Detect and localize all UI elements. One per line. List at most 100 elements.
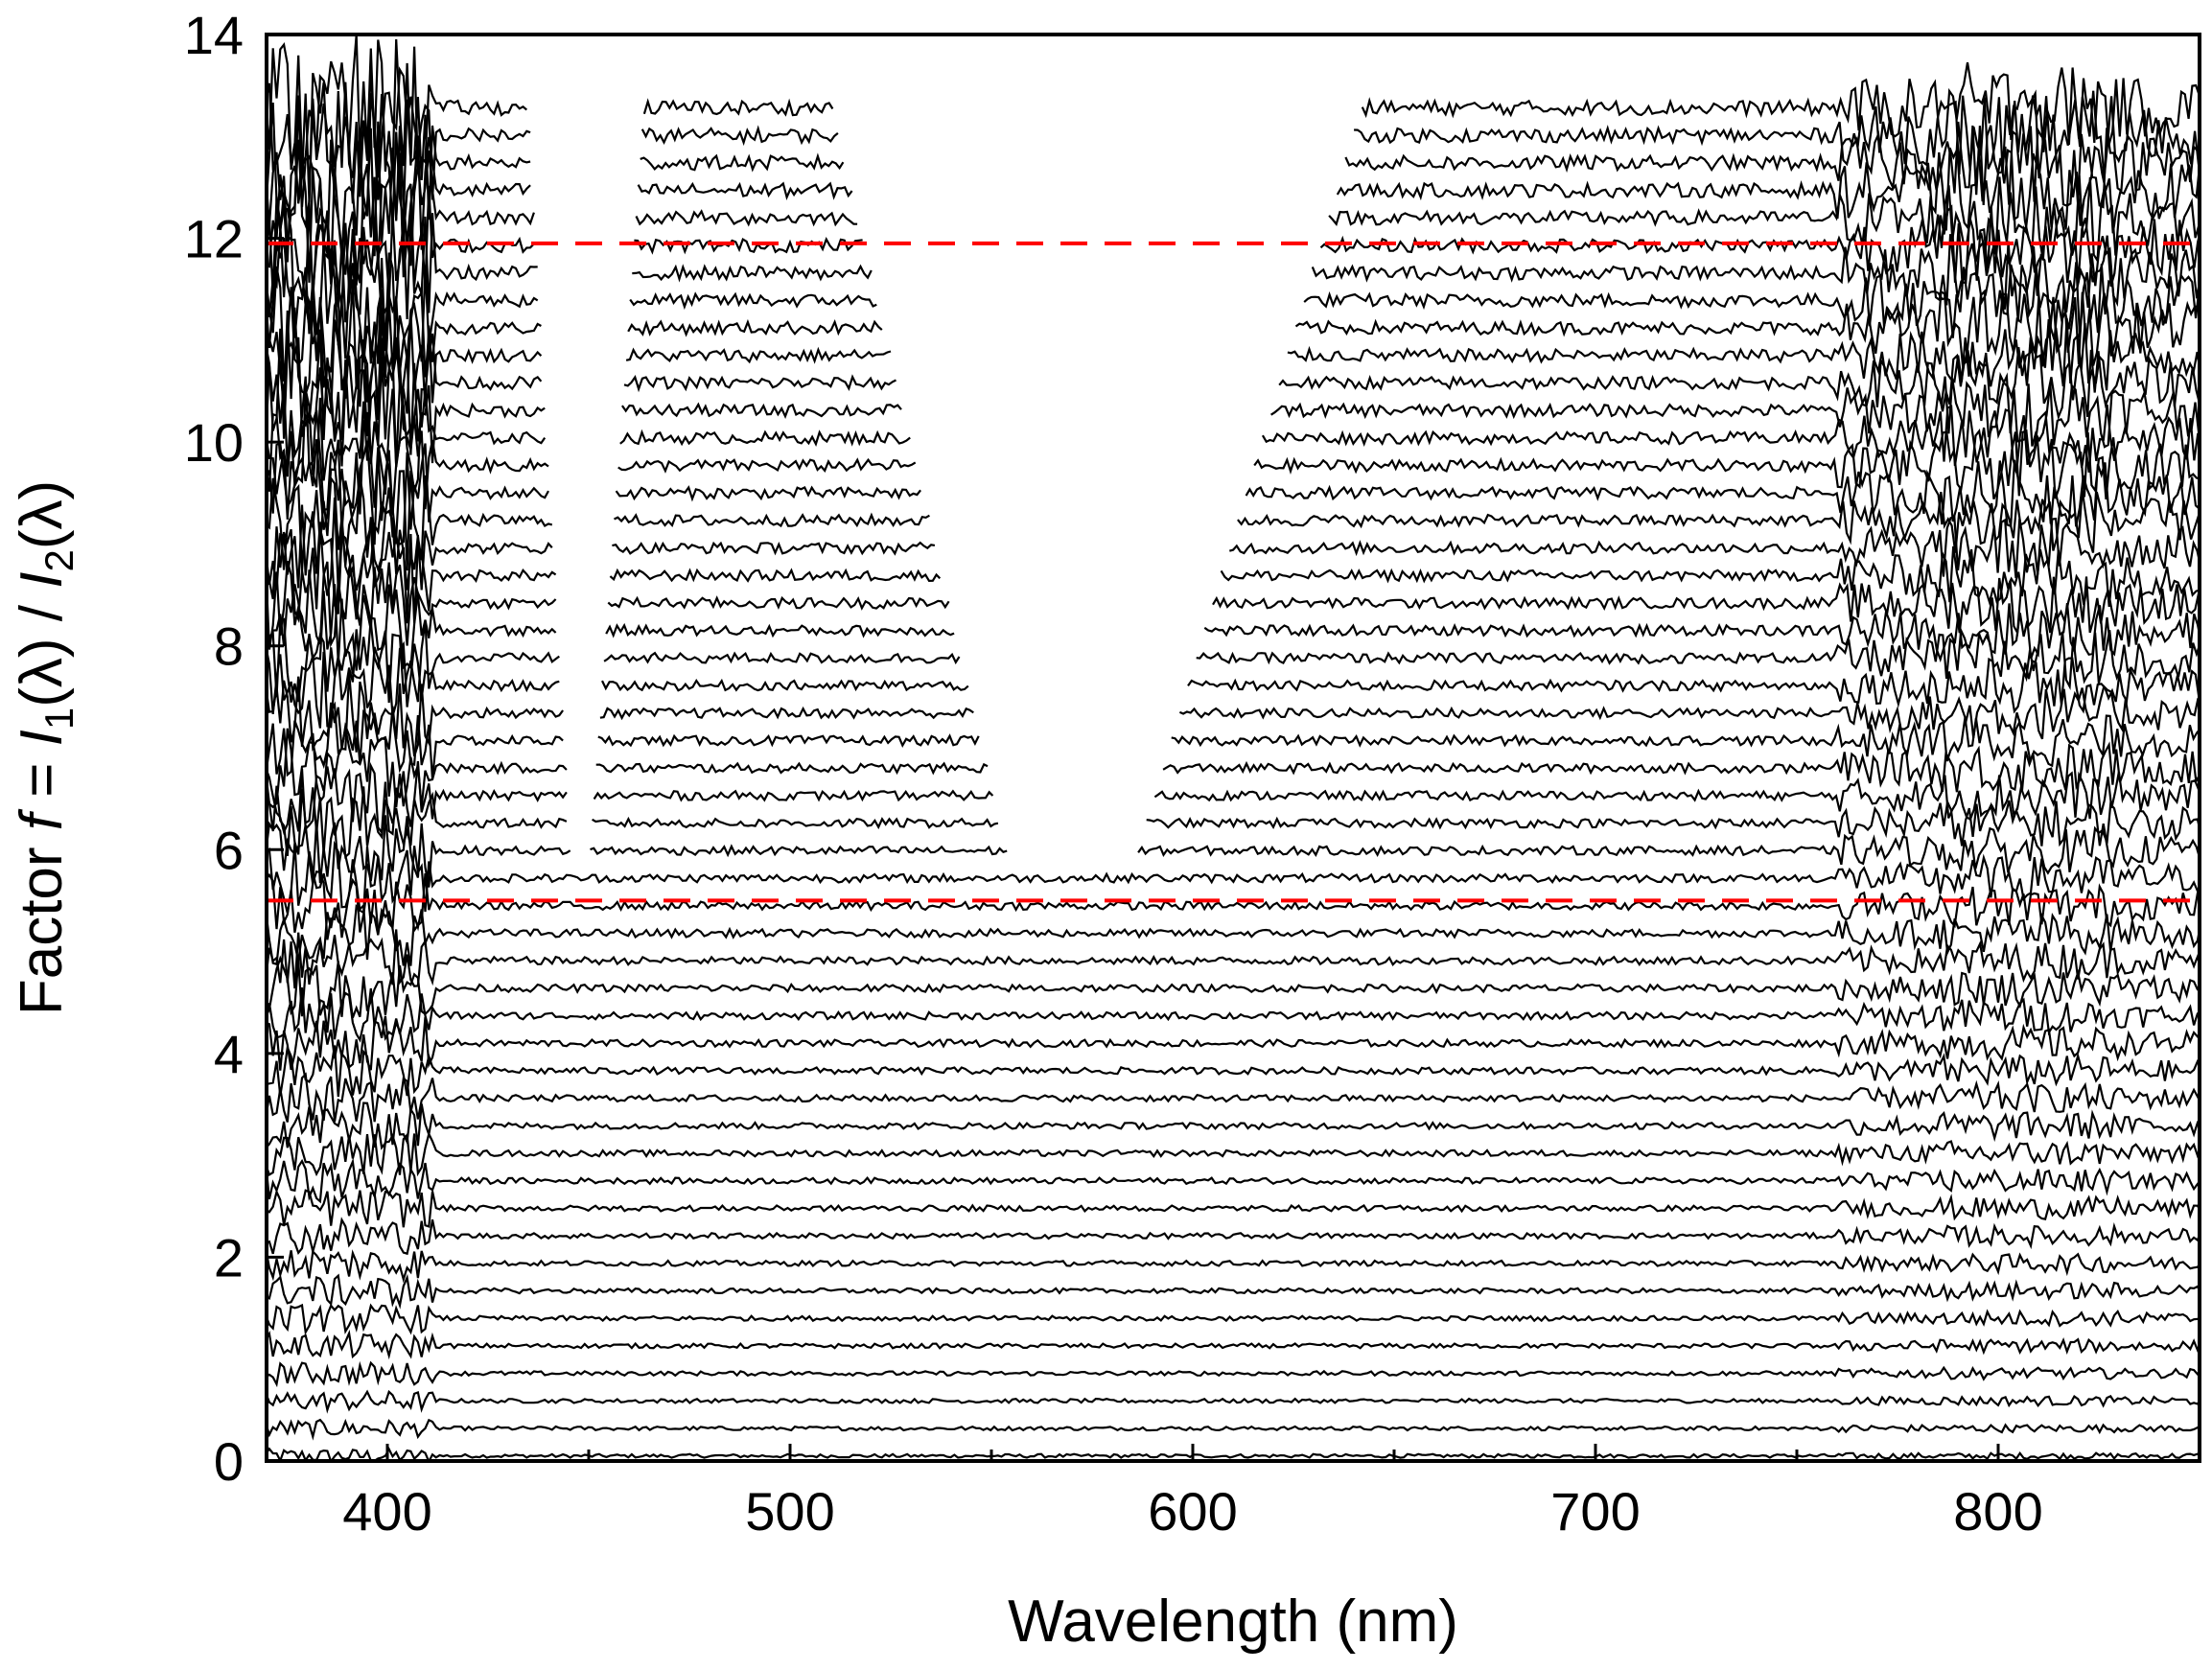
spectrum-trace [607,595,950,611]
spectrum-trace [267,640,560,729]
spectrum-trace [1178,684,2200,740]
spectrum-trace [1220,545,2200,608]
spectrum-trace [619,429,911,447]
spectrum-trace [267,728,568,809]
x-tick-label: 500 [745,1481,834,1542]
spectrum-trace [267,815,571,888]
reference-lines [267,241,2200,903]
spectrum-trace [632,264,873,283]
spectrum-trace [637,181,853,201]
spectrum-trace [1311,234,2200,313]
spectrum-trace [267,760,568,836]
spectrum-trace [267,702,564,779]
spectrum-trace [267,584,557,671]
spectrum-trace [1153,771,2200,822]
spectrum-trace [625,346,892,364]
spectrum-trace [599,706,974,721]
spectrum-trace [1228,515,2200,579]
spectrum-trace [1270,372,2200,449]
spectrum-trace [597,733,980,748]
spectrum-trace [1162,741,2200,793]
spectrum-trace [595,761,989,776]
y-tick-label: 0 [214,1431,244,1492]
spectrum-trace [267,237,539,364]
x-tick-label: 600 [1148,1481,1237,1542]
spectrum-trace [267,1447,2200,1461]
spectrum-trace [267,497,553,596]
spectrum-trace [634,236,863,255]
spectrum-trace [640,125,839,147]
spectrum-trace [614,512,930,528]
spectrum-trace [267,955,2200,1018]
y-tick-label: 8 [214,616,244,677]
spectrum-trace [609,568,942,583]
spectrum-trace [1361,62,2200,153]
spectrum-trace [635,209,858,227]
spectrum-trace [267,672,564,757]
spectrum-trace [267,1217,2200,1256]
spectrum-trace [267,1418,2200,1441]
spectrum-trace [267,986,2200,1043]
spectrum-trace [1253,428,2200,500]
spectrum-trace [267,903,2200,966]
spectrum-trace [267,785,568,859]
spectrum-trace [629,291,877,311]
spectrum-trace [267,1188,2200,1228]
spectrum-trace [1137,825,2200,875]
spectrum-trace [267,870,2200,940]
spectrum-trace [603,651,961,665]
spectrum-trace [267,525,557,624]
spectrum-trace [642,98,834,117]
spectrum-trace [267,1248,2200,1284]
spectrum-trace [627,318,883,337]
spectrum-trace [1196,626,2200,690]
spectrum-trace [267,554,557,650]
spectrum-trace [640,152,845,173]
spectrum-trace [267,93,531,232]
y-tick-label: 10 [184,412,244,473]
spectrum-trace [267,1043,2200,1098]
spectrum-trace [267,840,2200,915]
spectrum-trace [1344,121,2200,209]
spectrum-trace [1146,798,2200,847]
spectrum-trace [1336,145,2200,234]
spectrum-trace [267,929,2200,989]
spectrum-trace [605,622,955,638]
spectrum-trace [1287,318,2200,391]
spectrum-trace [1278,344,2200,421]
y-tick-label: 14 [184,5,244,65]
plot-frame [265,33,2201,1463]
spectrum-trace [1245,459,2200,528]
spectra-traces [267,35,2200,1461]
spectrum-trace [267,1072,2200,1123]
x-tick-label: 800 [1953,1481,2042,1542]
spectrum-trace [267,439,549,545]
spectrum-trace [267,1273,2200,1310]
spectrum-trace [593,789,994,802]
spectrum-trace [1328,174,2200,265]
spectrum-trace [1212,576,2200,637]
spectrum-trace [267,1389,2200,1414]
spectrum-trace [620,402,902,420]
spectrum-trace [267,296,543,414]
spectrum-trace [1294,289,2200,368]
spectrum-trace [267,1157,2200,1204]
spectrum-trace [612,541,936,556]
spectrum-trace [1354,89,2200,179]
y-axis: 0 2 4 6 8 10 12 14 [184,5,284,1492]
spectrum-trace [1303,262,2200,340]
spectrum-trace [1187,657,2200,714]
spectrum-trace [1203,602,2200,663]
spectrum-trace [1171,714,2200,768]
spectrum-trace [615,485,921,502]
y-tick-label: 6 [214,820,244,880]
spectrum-trace [267,1360,2200,1388]
spectrum-trace [601,678,969,692]
y-axis-title: Factor f = I1(λ) / I2(λ) [9,480,81,1015]
y-tick-label: 12 [184,209,244,269]
spectrum-trace [623,374,896,393]
spectrum-trace [1261,404,2200,474]
spectrum-trace [267,1303,2200,1335]
spectrum-trace [267,35,528,176]
